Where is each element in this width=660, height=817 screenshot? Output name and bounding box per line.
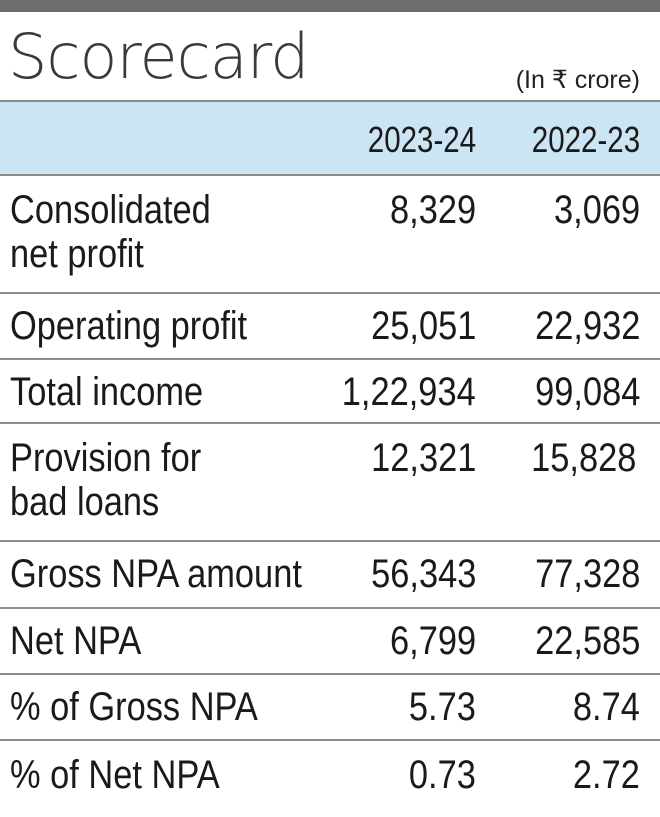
column-header-2022-23: 2022-23 (531, 119, 640, 160)
title-row: Scorecard (In ₹ crore) (0, 12, 660, 100)
value-2023-24: 56,343 (370, 552, 476, 596)
row-label: Total income (10, 370, 204, 414)
value-2022-23: 22,932 (534, 304, 640, 348)
value-2023-24: 1,22,934 (342, 370, 476, 414)
value-2022-23: 77,328 (534, 552, 640, 596)
row-label: Gross NPA amount (10, 552, 302, 596)
row-label: Net NPA (10, 619, 142, 663)
unit-note: (In ₹ crore) (515, 66, 640, 94)
value-2023-24: 8,329 (389, 188, 476, 232)
value-2023-24: 25,051 (370, 304, 476, 348)
table-row: Provision for bad loans 12,321 15,828 (0, 422, 660, 540)
table-row: % of Gross NPA 5.73 8.74 (0, 673, 660, 739)
value-2022-23: 2.72 (573, 753, 640, 797)
table-header: 2023-24 2022-23 (0, 100, 660, 176)
table-row: % of Net NPA 0.73 2.72 (0, 739, 660, 817)
table-row: Net NPA 6,799 22,585 (0, 607, 660, 673)
row-label: Consolidated net profit (10, 188, 211, 276)
value-2022-23: 15,828 (530, 436, 636, 480)
page-title: Scorecard (8, 20, 309, 93)
row-label: % of Net NPA (10, 753, 220, 797)
value-2023-24: 6,799 (389, 619, 476, 663)
table-row: Consolidated net profit 8,329 3,069 (0, 174, 660, 292)
value-2022-23: 99,084 (534, 370, 640, 414)
table-row: Operating profit 25,051 22,932 (0, 292, 660, 358)
top-bar (0, 0, 660, 12)
table-row: Total income 1,22,934 99,084 (0, 358, 660, 422)
row-label: Provision for bad loans (10, 436, 202, 524)
table-body: Consolidated net profit 8,329 3,069 Oper… (0, 174, 660, 817)
table-row: Gross NPA amount 56,343 77,328 (0, 540, 660, 607)
value-2022-23: 22,585 (534, 619, 640, 663)
column-header-2023-24: 2023-24 (367, 119, 476, 160)
value-2022-23: 8.74 (573, 685, 640, 729)
value-2023-24: 0.73 (409, 753, 476, 797)
row-label: % of Gross NPA (10, 685, 258, 729)
value-2023-24: 12,321 (370, 436, 476, 480)
value-2023-24: 5.73 (409, 685, 476, 729)
value-2022-23: 3,069 (553, 188, 640, 232)
row-label: Operating profit (10, 304, 248, 348)
